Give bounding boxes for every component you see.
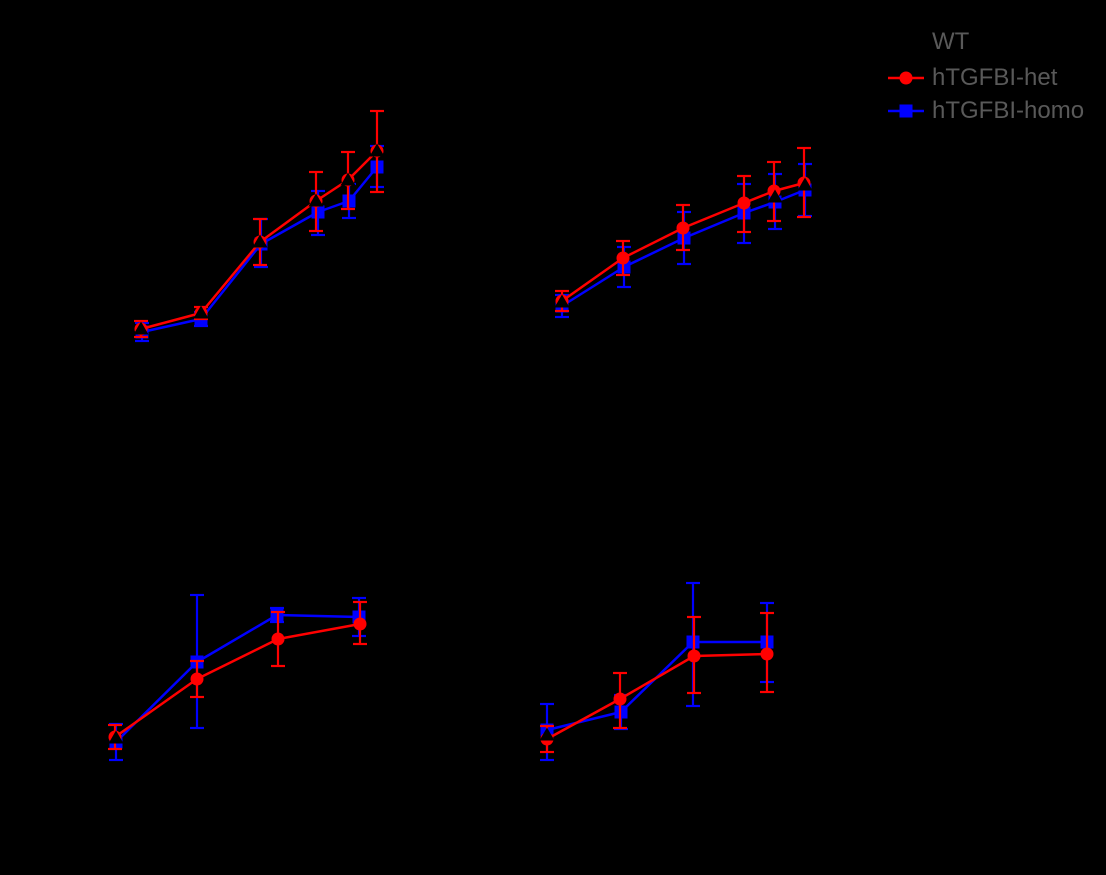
triangle-marker	[308, 193, 324, 207]
circle-marker	[760, 647, 774, 661]
top-left-series-WT	[133, 143, 385, 335]
triangle-marker	[539, 727, 555, 741]
wt-legend-swatch	[888, 35, 924, 48]
circle-marker	[687, 649, 701, 663]
legend-entry-homo: hTGFBI-homo	[888, 98, 1084, 124]
triangle-marker	[252, 234, 268, 248]
legend-label-homo: hTGFBI-homo	[932, 97, 1085, 124]
panel-bottom-left	[108, 593, 367, 762]
triangle-marker	[369, 143, 385, 157]
triangle-marker	[340, 172, 356, 186]
circle-marker	[271, 632, 285, 646]
wt-triangle-icon	[899, 35, 913, 48]
bottom-left-series-hTGFBI-homo	[109, 593, 366, 762]
legend-entry-het: hTGFBI-het	[888, 65, 1057, 91]
panel-bottom-right	[539, 581, 774, 762]
homo-legend-swatch	[888, 104, 924, 118]
circle-marker	[613, 692, 627, 706]
legend-entry-wt: WT	[888, 29, 969, 55]
bottom-right-series-WT	[539, 727, 555, 741]
homo-square-icon	[899, 104, 913, 118]
triangle-marker	[767, 189, 783, 203]
triangle-marker	[797, 177, 813, 191]
triangle-marker	[133, 321, 149, 335]
bottom-right-series-hTGFBI-het	[540, 611, 774, 754]
legend-label-wt: WT	[932, 28, 970, 55]
triangle-marker	[108, 730, 124, 744]
panel-top-right	[554, 146, 813, 319]
top-left-series-hTGFBI-het	[134, 109, 384, 339]
top-right-series-WT	[554, 177, 813, 308]
circle-marker	[190, 672, 204, 686]
bottom-right-series-hTGFBI-homo	[540, 581, 774, 762]
triangle-marker	[554, 294, 570, 308]
circle-marker	[676, 221, 690, 235]
circle-marker	[737, 196, 751, 210]
square-marker	[311, 205, 325, 219]
circle-marker	[616, 251, 630, 265]
panel-top-left	[133, 109, 385, 343]
legend-label-het: hTGFBI-het	[932, 64, 1058, 91]
het-circle-icon	[899, 71, 913, 85]
triangle-marker	[193, 305, 209, 319]
bottom-left-series-WT	[108, 730, 124, 744]
bottom-left-series-hTGFBI-het	[108, 600, 367, 751]
het-legend-swatch	[888, 71, 924, 85]
circle-marker	[353, 617, 367, 631]
